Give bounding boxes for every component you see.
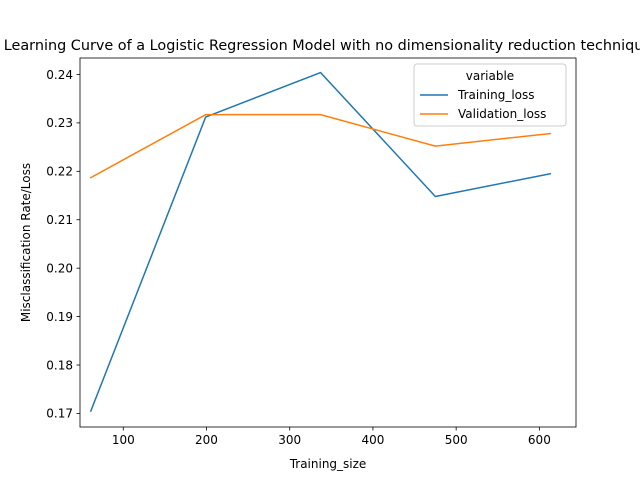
y-tick-label: 0.18 <box>46 358 73 372</box>
x-tick-label: 100 <box>112 433 135 447</box>
legend-entry-label: Training_loss <box>457 88 535 102</box>
y-tick-label: 0.23 <box>46 116 73 130</box>
y-tick-label: 0.21 <box>46 213 73 227</box>
y-tick-label: 0.19 <box>46 310 73 324</box>
x-tick-label: 400 <box>361 433 384 447</box>
legend-box <box>413 63 567 127</box>
y-tick-label: 0.20 <box>46 261 73 275</box>
y-axis-label: Misclassification Rate/Loss <box>19 163 33 322</box>
legend: variable Training_loss Validation_loss <box>413 63 567 127</box>
x-tick-label: 200 <box>195 433 218 447</box>
series-line-validation-loss <box>89 113 552 179</box>
y-tick-label: 0.22 <box>46 165 73 179</box>
chart-title: Learning Curve of a Logistic Regression … <box>4 38 640 54</box>
legend-title: variable <box>466 69 514 83</box>
x-tick-label: 600 <box>528 433 551 447</box>
x-tick-label: 500 <box>445 433 468 447</box>
y-tick-label: 0.24 <box>46 68 73 82</box>
plot-frame <box>79 57 577 428</box>
x-tick-label: 300 <box>278 433 301 447</box>
legend-entry-label: Validation_loss <box>458 107 546 121</box>
x-axis-label: Training_size <box>289 457 367 471</box>
series-line-training-loss <box>89 71 552 412</box>
y-tick-label: 0.17 <box>46 407 73 421</box>
